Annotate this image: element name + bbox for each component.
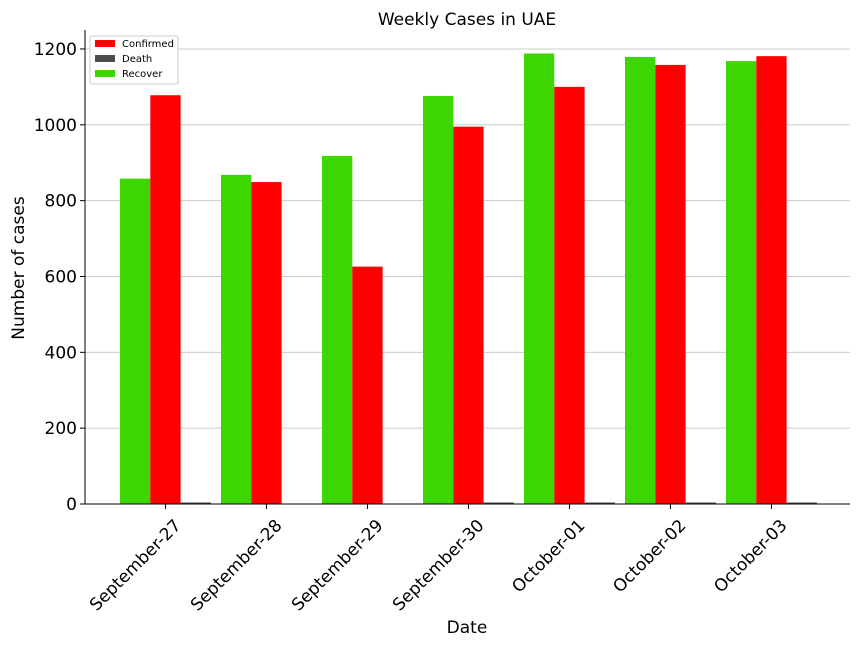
x-tick-label: September-30 <box>389 516 488 615</box>
legend-label-recover: Recover <box>122 69 163 80</box>
legend-swatch-recover <box>95 70 115 77</box>
y-tick-label: 400 <box>45 343 77 363</box>
y-ticks: 0 200 400 600 800 1000 1200 <box>34 40 85 515</box>
y-tick-label: 200 <box>45 419 77 439</box>
bar-confirmed <box>453 126 484 505</box>
bar-recover <box>221 174 252 504</box>
x-tick-label: September-29 <box>288 516 387 615</box>
bar-death <box>685 502 716 504</box>
bars <box>120 53 817 505</box>
bar-recover <box>423 95 454 504</box>
legend-swatch-confirmed <box>95 40 115 47</box>
legend-label-death: Death <box>122 54 152 65</box>
bar-death <box>483 502 514 504</box>
y-tick-label: 800 <box>45 192 77 212</box>
legend-swatch-death <box>95 55 115 62</box>
bar-confirmed <box>655 64 686 504</box>
bar-death <box>584 502 615 504</box>
y-tick-label: 1000 <box>34 116 77 136</box>
bar-confirmed <box>554 86 585 504</box>
bar-recover <box>524 53 555 504</box>
bar-confirmed <box>352 266 383 504</box>
x-tick-label: October-02 <box>609 516 690 597</box>
bar-recover <box>120 178 151 504</box>
x-ticks: September-27 September-28 September-29 Sept… <box>86 504 791 615</box>
x-axis-title: Date <box>447 618 488 638</box>
bar-recover <box>322 155 353 504</box>
x-tick-label: September-27 <box>86 516 185 615</box>
y-tick-label: 0 <box>66 495 77 515</box>
x-tick-label: October-03 <box>710 516 791 597</box>
legend: Confirmed Death Recover <box>89 35 179 85</box>
y-tick-label: 600 <box>45 267 77 287</box>
axes <box>84 30 850 505</box>
chart-title: Weekly Cases in UAE <box>378 10 556 30</box>
legend-label-confirmed: Confirmed <box>122 39 174 50</box>
x-tick-label: October-01 <box>508 516 589 597</box>
bar-confirmed <box>756 56 787 505</box>
bar-confirmed <box>150 95 181 504</box>
y-tick-label: 1200 <box>34 40 77 60</box>
bar-death <box>786 502 817 504</box>
bar-recover <box>726 61 757 505</box>
bar-confirmed <box>251 182 282 504</box>
x-tick-label: September-28 <box>187 516 286 615</box>
y-axis-title: Number of cases <box>9 196 29 340</box>
bar-recover <box>625 56 656 505</box>
bar-death <box>180 502 211 504</box>
